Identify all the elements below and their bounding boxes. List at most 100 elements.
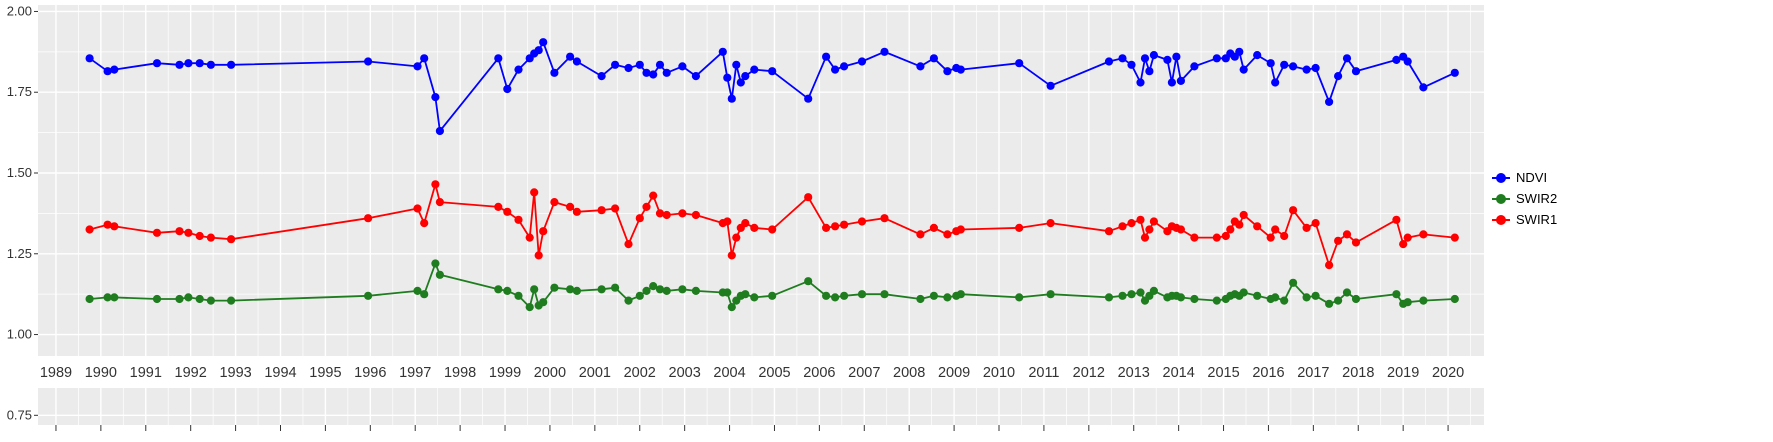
- x-tick-label: 1999: [489, 365, 521, 381]
- data-point-swir1: [1403, 233, 1412, 242]
- data-point-ndvi: [635, 60, 644, 69]
- data-point-ndvi: [1253, 51, 1262, 60]
- legend-item-swir1: SWIR1: [1492, 212, 1557, 228]
- x-tick-label: 2016: [1252, 365, 1284, 381]
- x-tick-label: 2009: [938, 365, 970, 381]
- data-point-swir2: [514, 291, 523, 300]
- data-point-swir1: [1334, 236, 1343, 245]
- data-point-swir1: [741, 219, 750, 228]
- legend-item-swir2: SWIR2: [1492, 191, 1557, 207]
- data-point-swir1: [1280, 231, 1289, 241]
- data-point-ndvi: [1136, 78, 1145, 87]
- data-point-swir1: [1302, 223, 1311, 232]
- data-point-swir2: [831, 293, 840, 302]
- data-point-swir1: [227, 235, 236, 244]
- data-point-swir2: [184, 293, 193, 302]
- data-point-swir2: [840, 291, 849, 300]
- data-point-swir2: [206, 296, 215, 305]
- data-point-swir2: [420, 290, 429, 299]
- x-tick-label: 2015: [1207, 365, 1239, 381]
- legend-label: NDVI: [1516, 170, 1548, 185]
- data-point-swir2: [929, 291, 939, 300]
- data-point-swir2: [723, 288, 732, 297]
- data-point-swir1: [597, 206, 606, 215]
- data-point-swir1: [494, 202, 503, 211]
- data-point-swir1: [642, 202, 651, 211]
- data-point-ndvi: [642, 68, 651, 77]
- data-point-swir1: [857, 217, 867, 226]
- data-point-ndvi: [1235, 47, 1244, 56]
- x-tick-label: 2002: [624, 365, 656, 381]
- data-point-swir2: [768, 291, 777, 300]
- data-point-swir1: [1239, 210, 1248, 220]
- x-tick-label: 2007: [848, 365, 880, 381]
- data-point-swir1: [530, 188, 539, 197]
- data-point-ndvi: [435, 126, 444, 136]
- data-point-ndvi: [1351, 67, 1361, 76]
- data-point-swir1: [1450, 233, 1459, 242]
- data-point-swir2: [566, 285, 575, 294]
- data-point-ndvi: [736, 78, 745, 87]
- data-point-swir1: [85, 225, 94, 234]
- data-point-swir2: [1403, 298, 1412, 307]
- data-point-ndvi: [1266, 59, 1275, 68]
- data-point-swir1: [916, 230, 925, 239]
- data-point-swir2: [822, 291, 831, 300]
- data-point-ndvi: [1311, 63, 1320, 73]
- legend-label: SWIR2: [1516, 191, 1558, 206]
- data-point-swir2: [611, 283, 620, 292]
- data-point-swir2: [85, 294, 94, 304]
- x-tick-label: 2014: [1163, 365, 1195, 381]
- legend-key-icon: [1492, 193, 1510, 205]
- data-point-swir1: [572, 207, 582, 216]
- data-point-swir1: [943, 230, 952, 239]
- data-point-swir2: [1311, 291, 1320, 300]
- data-point-swir2: [1271, 293, 1280, 302]
- data-point-swir1: [550, 198, 559, 207]
- x-tick-label: 2001: [579, 365, 611, 381]
- data-point-ndvi: [566, 52, 575, 61]
- data-point-swir1: [566, 202, 575, 211]
- data-point-ndvi: [1015, 59, 1024, 68]
- data-point-swir2: [503, 286, 512, 295]
- data-point-swir2: [750, 293, 759, 302]
- data-point-ndvi: [649, 70, 658, 79]
- data-point-ndvi: [624, 63, 633, 73]
- data-point-ndvi: [691, 72, 701, 81]
- data-point-swir2: [662, 286, 671, 295]
- data-point-swir2: [655, 285, 665, 294]
- data-point-swir1: [1342, 230, 1352, 239]
- data-point-swir1: [534, 251, 543, 260]
- y-tick-label: 1.25: [7, 246, 32, 261]
- data-point-ndvi: [611, 60, 620, 69]
- data-point-swir2: [1334, 296, 1343, 305]
- data-point-ndvi: [550, 68, 559, 77]
- data-point-swir1: [1104, 227, 1114, 236]
- data-point-swir1: [1140, 233, 1150, 242]
- data-point-swir1: [1221, 231, 1230, 241]
- data-point-swir1: [539, 227, 548, 236]
- data-point-swir1: [420, 219, 429, 228]
- data-point-swir2: [1289, 278, 1298, 287]
- data-point-swir2: [727, 303, 736, 312]
- data-point-swir1: [103, 220, 112, 229]
- x-tick-label: 1995: [309, 365, 341, 381]
- data-point-swir2: [1190, 294, 1199, 304]
- data-point-swir2: [956, 290, 965, 299]
- data-point-swir2: [195, 294, 204, 304]
- data-point-swir1: [435, 198, 444, 207]
- x-tick-label: 2006: [803, 365, 835, 381]
- data-point-ndvi: [804, 94, 813, 103]
- data-point-swir1: [831, 222, 840, 231]
- data-point-swir2: [572, 286, 582, 295]
- data-point-swir2: [103, 293, 112, 302]
- x-tick-label: 2013: [1118, 365, 1150, 381]
- data-point-swir2: [1280, 296, 1289, 305]
- data-point-swir1: [1176, 225, 1185, 234]
- data-point-swir2: [364, 291, 373, 300]
- data-point-swir2: [916, 294, 925, 304]
- data-point-swir2: [1302, 293, 1311, 302]
- data-point-ndvi: [929, 54, 939, 63]
- data-point-swir2: [435, 270, 444, 279]
- x-tick-label: 1989: [40, 365, 72, 381]
